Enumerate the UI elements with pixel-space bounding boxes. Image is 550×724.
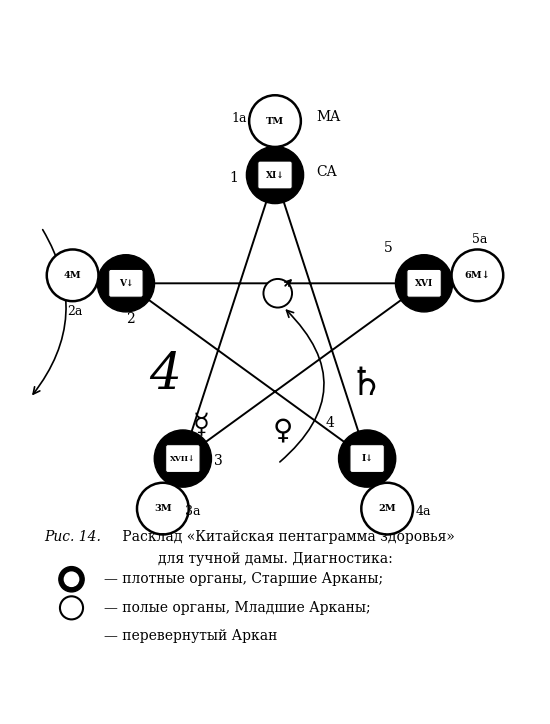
- FancyBboxPatch shape: [350, 445, 384, 473]
- Circle shape: [339, 430, 396, 487]
- Text: MA: MA: [316, 110, 340, 124]
- Circle shape: [263, 279, 292, 308]
- Text: 4a: 4a: [415, 505, 431, 518]
- Circle shape: [64, 572, 79, 586]
- Text: ♄: ♄: [348, 365, 383, 403]
- Circle shape: [97, 255, 155, 312]
- Text: 5a: 5a: [472, 233, 488, 246]
- Circle shape: [361, 483, 413, 534]
- Circle shape: [59, 567, 84, 592]
- Circle shape: [395, 255, 453, 312]
- Text: 5: 5: [384, 240, 393, 255]
- Text: — перевернутый Аркан: — перевернутый Аркан: [104, 629, 278, 644]
- Circle shape: [154, 430, 211, 487]
- Text: ☿: ☿: [192, 411, 209, 439]
- Text: CA: CA: [316, 165, 337, 180]
- Text: 4M: 4M: [64, 271, 81, 279]
- Text: ♀: ♀: [273, 417, 294, 445]
- Circle shape: [246, 146, 304, 203]
- FancyBboxPatch shape: [166, 445, 200, 473]
- Text: 6M↓: 6M↓: [465, 271, 490, 279]
- Text: Расклад «Китайская пентаграмма здоровья»: Расклад «Китайская пентаграмма здоровья»: [118, 530, 455, 544]
- Text: 4: 4: [325, 416, 334, 430]
- Text: V↓: V↓: [119, 279, 133, 288]
- FancyBboxPatch shape: [258, 161, 292, 189]
- FancyArrowPatch shape: [33, 230, 66, 394]
- Text: — полые органы, Младшие Арканы;: — полые органы, Младшие Арканы;: [104, 601, 371, 615]
- Text: 2: 2: [126, 312, 135, 326]
- FancyArrowPatch shape: [280, 311, 324, 462]
- Text: XI↓: XI↓: [266, 170, 284, 180]
- FancyBboxPatch shape: [407, 269, 441, 298]
- Text: 2a: 2a: [68, 305, 83, 318]
- Text: Рис. 14.: Рис. 14.: [44, 530, 101, 544]
- Circle shape: [60, 597, 83, 620]
- Text: 3: 3: [214, 455, 223, 468]
- Circle shape: [47, 250, 98, 301]
- Text: TM: TM: [266, 117, 284, 125]
- Text: 1a: 1a: [232, 111, 247, 125]
- Text: XVI: XVI: [415, 279, 433, 288]
- Text: — плотные органы, Старшие Арканы;: — плотные органы, Старшие Арканы;: [104, 572, 384, 586]
- Circle shape: [249, 96, 301, 147]
- Text: XVII↓: XVII↓: [170, 455, 196, 463]
- Text: I↓: I↓: [361, 454, 373, 463]
- Text: 4: 4: [149, 351, 181, 400]
- FancyBboxPatch shape: [109, 269, 143, 298]
- Text: 1: 1: [229, 171, 238, 185]
- Text: 3M: 3M: [154, 504, 172, 513]
- Text: для тучной дамы. Диагностика:: для тучной дамы. Диагностика:: [158, 552, 392, 565]
- Circle shape: [137, 483, 189, 534]
- Text: 2M: 2M: [378, 504, 396, 513]
- Text: 3a: 3a: [185, 505, 201, 518]
- Circle shape: [452, 250, 503, 301]
